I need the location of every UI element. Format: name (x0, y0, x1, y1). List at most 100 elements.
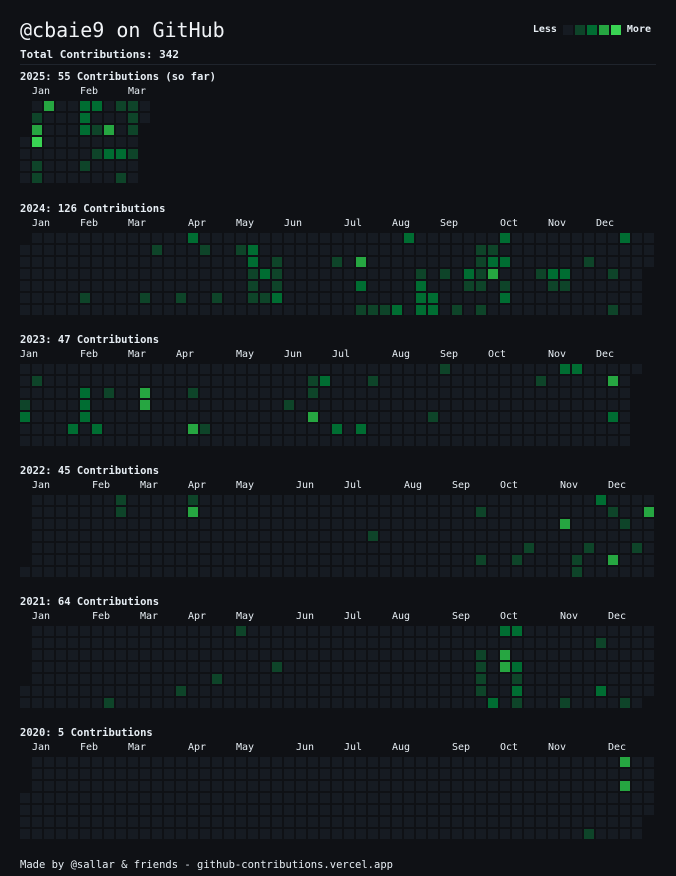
contribution-cell (536, 674, 546, 684)
contribution-cell (152, 698, 162, 708)
contribution-cell (632, 757, 642, 767)
contribution-cell (620, 817, 630, 827)
contribution-cell (344, 305, 354, 315)
contribution-cell (224, 281, 234, 291)
contribution-cell (488, 436, 498, 446)
contribution-cell (644, 257, 654, 267)
contribution-cell (128, 400, 138, 410)
contribution-cell (560, 400, 570, 410)
contribution-cell (116, 400, 126, 410)
contribution-cell (572, 293, 582, 303)
contribution-cell (104, 101, 114, 111)
month-labels: Jan Feb Mar Apr May Jun Jul Aug Sep Oct Nov Dec (20, 480, 660, 492)
contribution-cell (644, 674, 654, 684)
year-title: 2022: 45 Contributions (20, 465, 160, 477)
legend: Less More (529, 24, 655, 35)
contribution-cell (608, 698, 618, 708)
contribution-cell (296, 555, 306, 565)
contribution-cell (428, 686, 438, 696)
month-label: Mar (128, 218, 147, 229)
contribution-cell (584, 769, 594, 779)
contribution-cell (548, 388, 558, 398)
contribution-cell (248, 507, 258, 517)
contribution-cell (200, 817, 210, 827)
contribution-cell (344, 400, 354, 410)
contribution-cell (248, 257, 258, 267)
contribution-cell (104, 817, 114, 827)
contribution-cell (404, 257, 414, 267)
contribution-cell (368, 769, 378, 779)
contribution-cell (392, 769, 402, 779)
contribution-cell (380, 793, 390, 803)
contribution-cell (200, 507, 210, 517)
contribution-cell (584, 305, 594, 315)
contribution-cell (332, 686, 342, 696)
contribution-cell (500, 305, 510, 315)
contribution-cell (548, 400, 558, 410)
contribution-cell (476, 293, 486, 303)
contribution-cell (212, 269, 222, 279)
contribution-cell (32, 305, 42, 315)
contribution-cell (164, 757, 174, 767)
contribution-cell (500, 757, 510, 767)
contribution-cell (32, 793, 42, 803)
contribution-cell (452, 817, 462, 827)
contribution-cell (44, 555, 54, 565)
contribution-cell (536, 495, 546, 505)
contribution-cell (488, 638, 498, 648)
contribution-cell (332, 436, 342, 446)
contribution-cell (440, 829, 450, 839)
contribution-cell (332, 376, 342, 386)
contribution-cell (488, 817, 498, 827)
contribution-cell (92, 101, 102, 111)
year-title: 2023: 47 Contributions (20, 334, 160, 346)
month-label: Jun (296, 742, 315, 753)
contribution-cell (56, 424, 66, 434)
contribution-cell (392, 531, 402, 541)
contribution-cell (224, 376, 234, 386)
contribution-cell (512, 233, 522, 243)
contribution-cell (296, 805, 306, 815)
contribution-cell (596, 793, 606, 803)
contribution-cell (164, 233, 174, 243)
contribution-cell (104, 149, 114, 159)
contribution-cell (44, 436, 54, 446)
contribution-cell (416, 638, 426, 648)
contribution-cell (44, 424, 54, 434)
contribution-cell (416, 829, 426, 839)
contribution-cell (572, 817, 582, 827)
contribution-cell (308, 364, 318, 374)
legend-swatch-0 (562, 24, 573, 35)
contribution-cell (620, 567, 630, 577)
contribution-cell (524, 507, 534, 517)
contribution-cell (440, 257, 450, 267)
contribution-cell (308, 519, 318, 529)
contribution-cell (104, 519, 114, 529)
contribution-cell (80, 495, 90, 505)
contribution-cell (428, 626, 438, 636)
contribution-cell (236, 781, 246, 791)
contribution-cell (152, 555, 162, 565)
contribution-cell (128, 495, 138, 505)
contribution-cell (560, 829, 570, 839)
contribution-cell (32, 400, 42, 410)
contribution-cell (140, 412, 150, 422)
contribution-cell (368, 400, 378, 410)
month-label: Jan (32, 218, 51, 229)
contribution-cell (92, 519, 102, 529)
contribution-cell (500, 436, 510, 446)
contribution-cell (584, 674, 594, 684)
month-label: Apr (188, 480, 207, 491)
contribution-cell (392, 626, 402, 636)
contribution-cell (464, 674, 474, 684)
contribution-cell (92, 793, 102, 803)
contribution-cell (620, 424, 630, 434)
contribution-cell (164, 650, 174, 660)
contribution-cell (20, 281, 30, 291)
contribution-cell (512, 531, 522, 541)
contribution-cell (392, 543, 402, 553)
contribution-cell (212, 757, 222, 767)
contribution-cell (56, 293, 66, 303)
contribution-cell (68, 137, 78, 147)
contribution-cell (248, 638, 258, 648)
